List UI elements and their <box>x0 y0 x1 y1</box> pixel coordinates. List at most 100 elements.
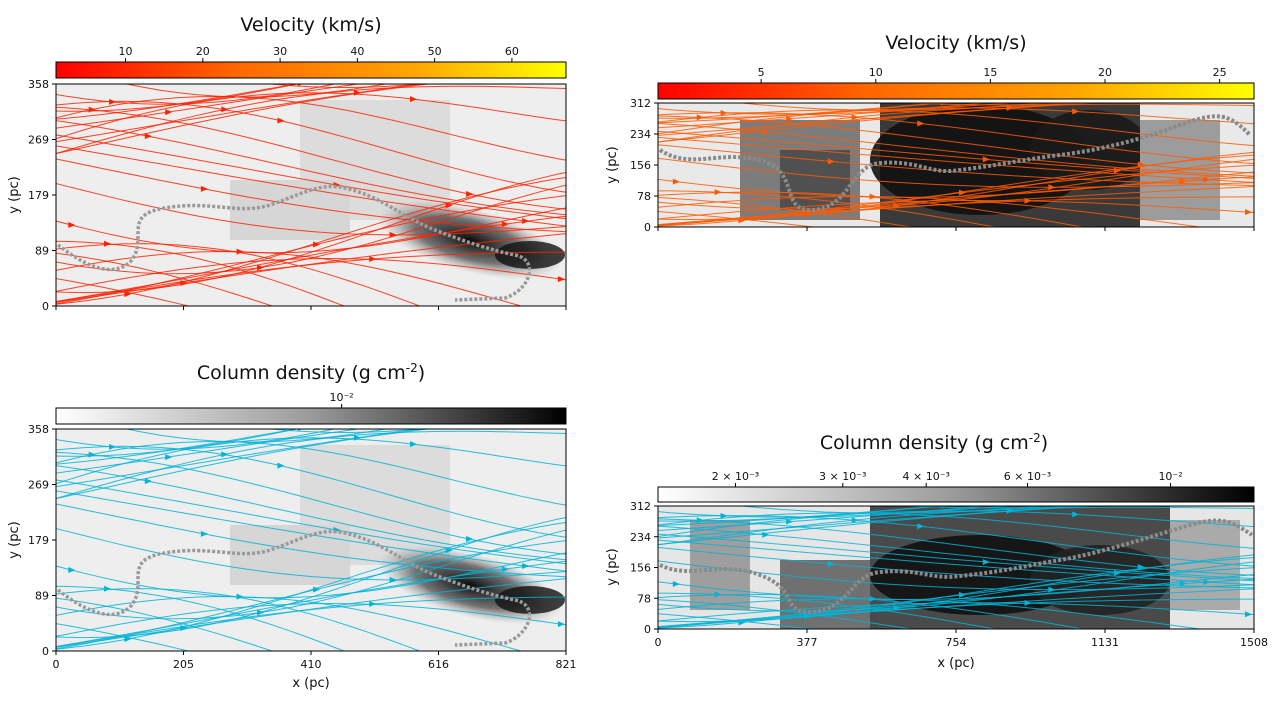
streamline-arrow <box>804 211 811 218</box>
streamline <box>56 106 566 210</box>
streamline <box>658 510 1254 538</box>
streamline <box>658 103 1254 143</box>
streamline-arrow <box>236 248 244 255</box>
streamline-arrow <box>200 530 208 537</box>
streamline <box>56 240 346 306</box>
panel-bottom-left: Column density (g cm-2) 10⁻² 0 205 410 616 8… <box>7 361 577 691</box>
streamline-arrow <box>236 593 244 600</box>
streamline-arrow <box>165 109 173 116</box>
streamline <box>56 251 566 303</box>
streamline-arrow <box>1072 108 1080 115</box>
y-tick-label: 179 <box>28 189 49 202</box>
streamline-arrow <box>1245 209 1253 216</box>
x-tick-label: 410 <box>301 658 322 671</box>
streamline-arrow <box>293 311 300 317</box>
y-tick-label: 312 <box>630 500 651 513</box>
streamline <box>658 506 1101 546</box>
plot-area <box>56 53 566 377</box>
colorbar-title: Velocity (km/s) <box>885 32 1026 54</box>
y-tick-label: 156 <box>630 159 651 172</box>
x-tick-label: 821 <box>556 658 577 671</box>
streamline <box>56 84 433 155</box>
streamline <box>56 120 566 216</box>
colorbar-ticks: 5 10 15 20 25 <box>758 66 1227 83</box>
panel-top-left: Velocity (km/s) 10 20 30 40 50 60 0 89 179 269 35… <box>7 14 567 377</box>
streamline <box>56 440 566 506</box>
streamline-arrow <box>481 371 488 377</box>
streamline <box>658 578 1254 628</box>
y-axis-label: y (pc) <box>7 176 22 213</box>
colorbar-ticks: 10 20 30 40 50 60 <box>119 45 519 62</box>
x-tick-label: 205 <box>173 658 194 671</box>
colorbar-title: Velocity (km/s) <box>240 14 381 36</box>
x-ticks <box>657 227 1255 231</box>
streamline <box>56 207 566 254</box>
streamlines <box>658 506 1254 629</box>
streamlines <box>658 103 1254 268</box>
colorbar-tick-label: 25 <box>1213 66 1227 79</box>
colorbar-tick-label: 20 <box>1098 66 1112 79</box>
colorbar-tick-label: 10⁻² <box>329 391 353 404</box>
colorbar-ticks: 10⁻² <box>329 391 354 408</box>
streamline <box>658 196 1254 226</box>
y-tick-label: 89 <box>35 245 49 258</box>
streamline-arrow <box>1156 262 1163 268</box>
streamline <box>658 191 1086 227</box>
streamline <box>658 115 1254 174</box>
streamline <box>658 211 818 227</box>
streamline <box>658 196 1204 227</box>
streamlines <box>56 53 566 377</box>
y-axis-label: y (pc) <box>605 146 620 183</box>
streamline-arrow <box>786 518 794 525</box>
streamline <box>56 596 566 648</box>
streamline-arrow <box>487 398 494 404</box>
streamline <box>56 597 274 651</box>
streamline-arrow <box>144 133 152 140</box>
streamline <box>658 599 914 629</box>
y-tick-label: 0 <box>644 623 651 636</box>
y-ticks: 0 89 179 269 358 <box>28 78 56 313</box>
colorbar <box>55 407 567 425</box>
streamline-arrow <box>160 319 167 325</box>
streamline-arrow <box>487 53 494 59</box>
y-axis-label: y (pc) <box>605 548 620 585</box>
colorbar-tick-label: 20 <box>196 45 210 58</box>
streamline <box>56 479 566 565</box>
streamline <box>900 506 1100 509</box>
colorbar-tick-label: 30 <box>273 45 287 58</box>
colorbar-tick-label: 2 × 10⁻³ <box>712 470 759 483</box>
streamline <box>267 84 430 89</box>
streamline-arrow <box>1179 580 1187 587</box>
plot-area <box>658 506 1254 629</box>
streamline-arrow <box>297 84 303 87</box>
y-tick-label: 312 <box>630 97 651 110</box>
panel-top-right: Velocity (km/s) 5 10 15 20 25 0 78 156 234 312 y… <box>605 32 1255 268</box>
streamline-arrow <box>277 117 285 124</box>
x-tick-label: 0 <box>655 636 662 649</box>
x-tick-label: 1131 <box>1091 636 1119 649</box>
x-tick-label: 754 <box>946 636 967 649</box>
colorbar <box>657 486 1255 503</box>
streamline-arrow <box>68 222 76 229</box>
streamline <box>124 84 389 98</box>
y-tick-label: 269 <box>28 479 49 492</box>
streamline <box>658 518 1254 576</box>
streamline-arrow <box>68 567 76 574</box>
y-tick-label: 358 <box>28 78 49 91</box>
y-tick-label: 89 <box>35 590 49 603</box>
colorbar-title: Column density (g cm-2) <box>197 361 425 384</box>
streamline-arrow <box>982 156 990 163</box>
streamline-arrow <box>941 103 947 106</box>
streamline-arrow <box>501 221 509 228</box>
streamline-arrow <box>780 233 787 239</box>
streamline <box>56 429 433 500</box>
streamline-arrow <box>869 193 877 200</box>
filament-path <box>658 114 1252 213</box>
streamline <box>56 84 299 112</box>
streamline-arrow <box>714 189 722 196</box>
streamline <box>56 252 274 306</box>
streamline <box>658 506 1089 539</box>
streamline-arrow <box>982 558 990 565</box>
streamline-arrow <box>144 478 152 485</box>
streamline-arrow <box>313 586 321 593</box>
